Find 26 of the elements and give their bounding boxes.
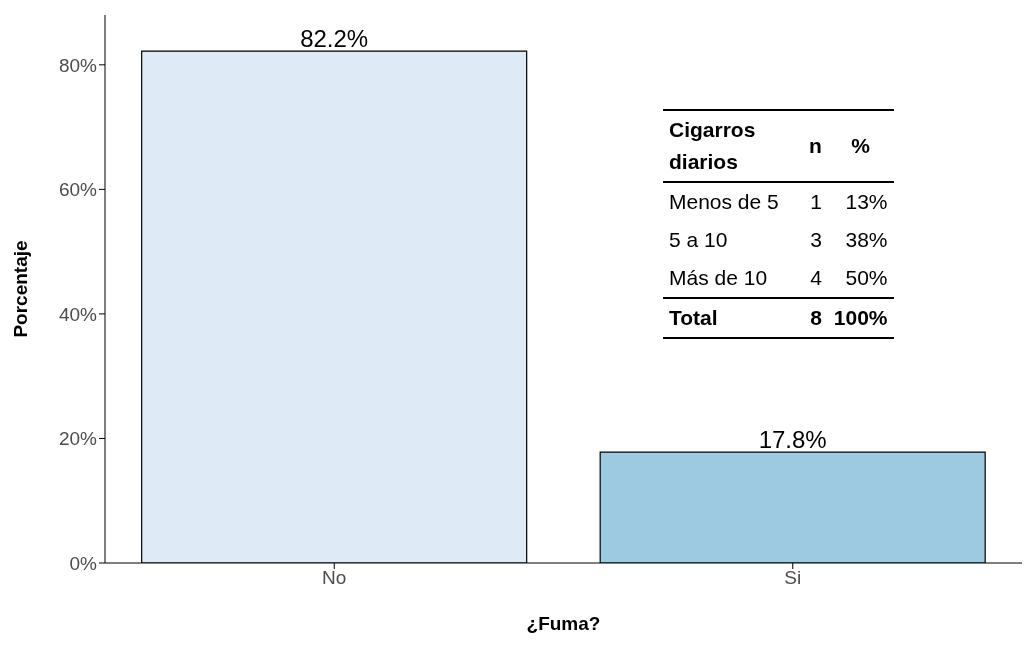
y-tick-label: 0% bbox=[69, 552, 98, 574]
annotation: 1 bbox=[809, 189, 823, 215]
data-label: 17.8% bbox=[758, 426, 827, 454]
annotation: Más de 10 bbox=[668, 265, 769, 291]
y-tick-label: 40% bbox=[58, 303, 98, 325]
y-tick-label: 20% bbox=[58, 428, 98, 450]
annotation: 38% bbox=[844, 227, 889, 253]
annotation: % bbox=[850, 133, 872, 159]
y-tick-label: 80% bbox=[58, 54, 98, 76]
annotation: 3 bbox=[809, 227, 823, 253]
annotation: Cigarros diarios bbox=[668, 117, 757, 175]
annotation: n bbox=[808, 133, 823, 159]
annotation: 8 bbox=[809, 305, 823, 331]
x-tick-label: Si bbox=[784, 567, 802, 589]
y-tick-label: 60% bbox=[58, 179, 98, 201]
annotation: 13% bbox=[844, 189, 889, 215]
annotation: 5 a 10 bbox=[668, 227, 729, 253]
x-axis-title: ¿Fuma? bbox=[526, 613, 601, 634]
annotation: Total bbox=[668, 305, 719, 331]
annotation: 50% bbox=[844, 265, 889, 291]
annotation: 4 bbox=[809, 265, 823, 291]
x-tick-label: No bbox=[322, 567, 347, 589]
y-axis-title: Porcentaje bbox=[9, 240, 31, 338]
annotation: Menos de 5 bbox=[668, 189, 780, 215]
annotation: 100% bbox=[832, 305, 889, 331]
data-label: 82.2% bbox=[300, 25, 369, 53]
